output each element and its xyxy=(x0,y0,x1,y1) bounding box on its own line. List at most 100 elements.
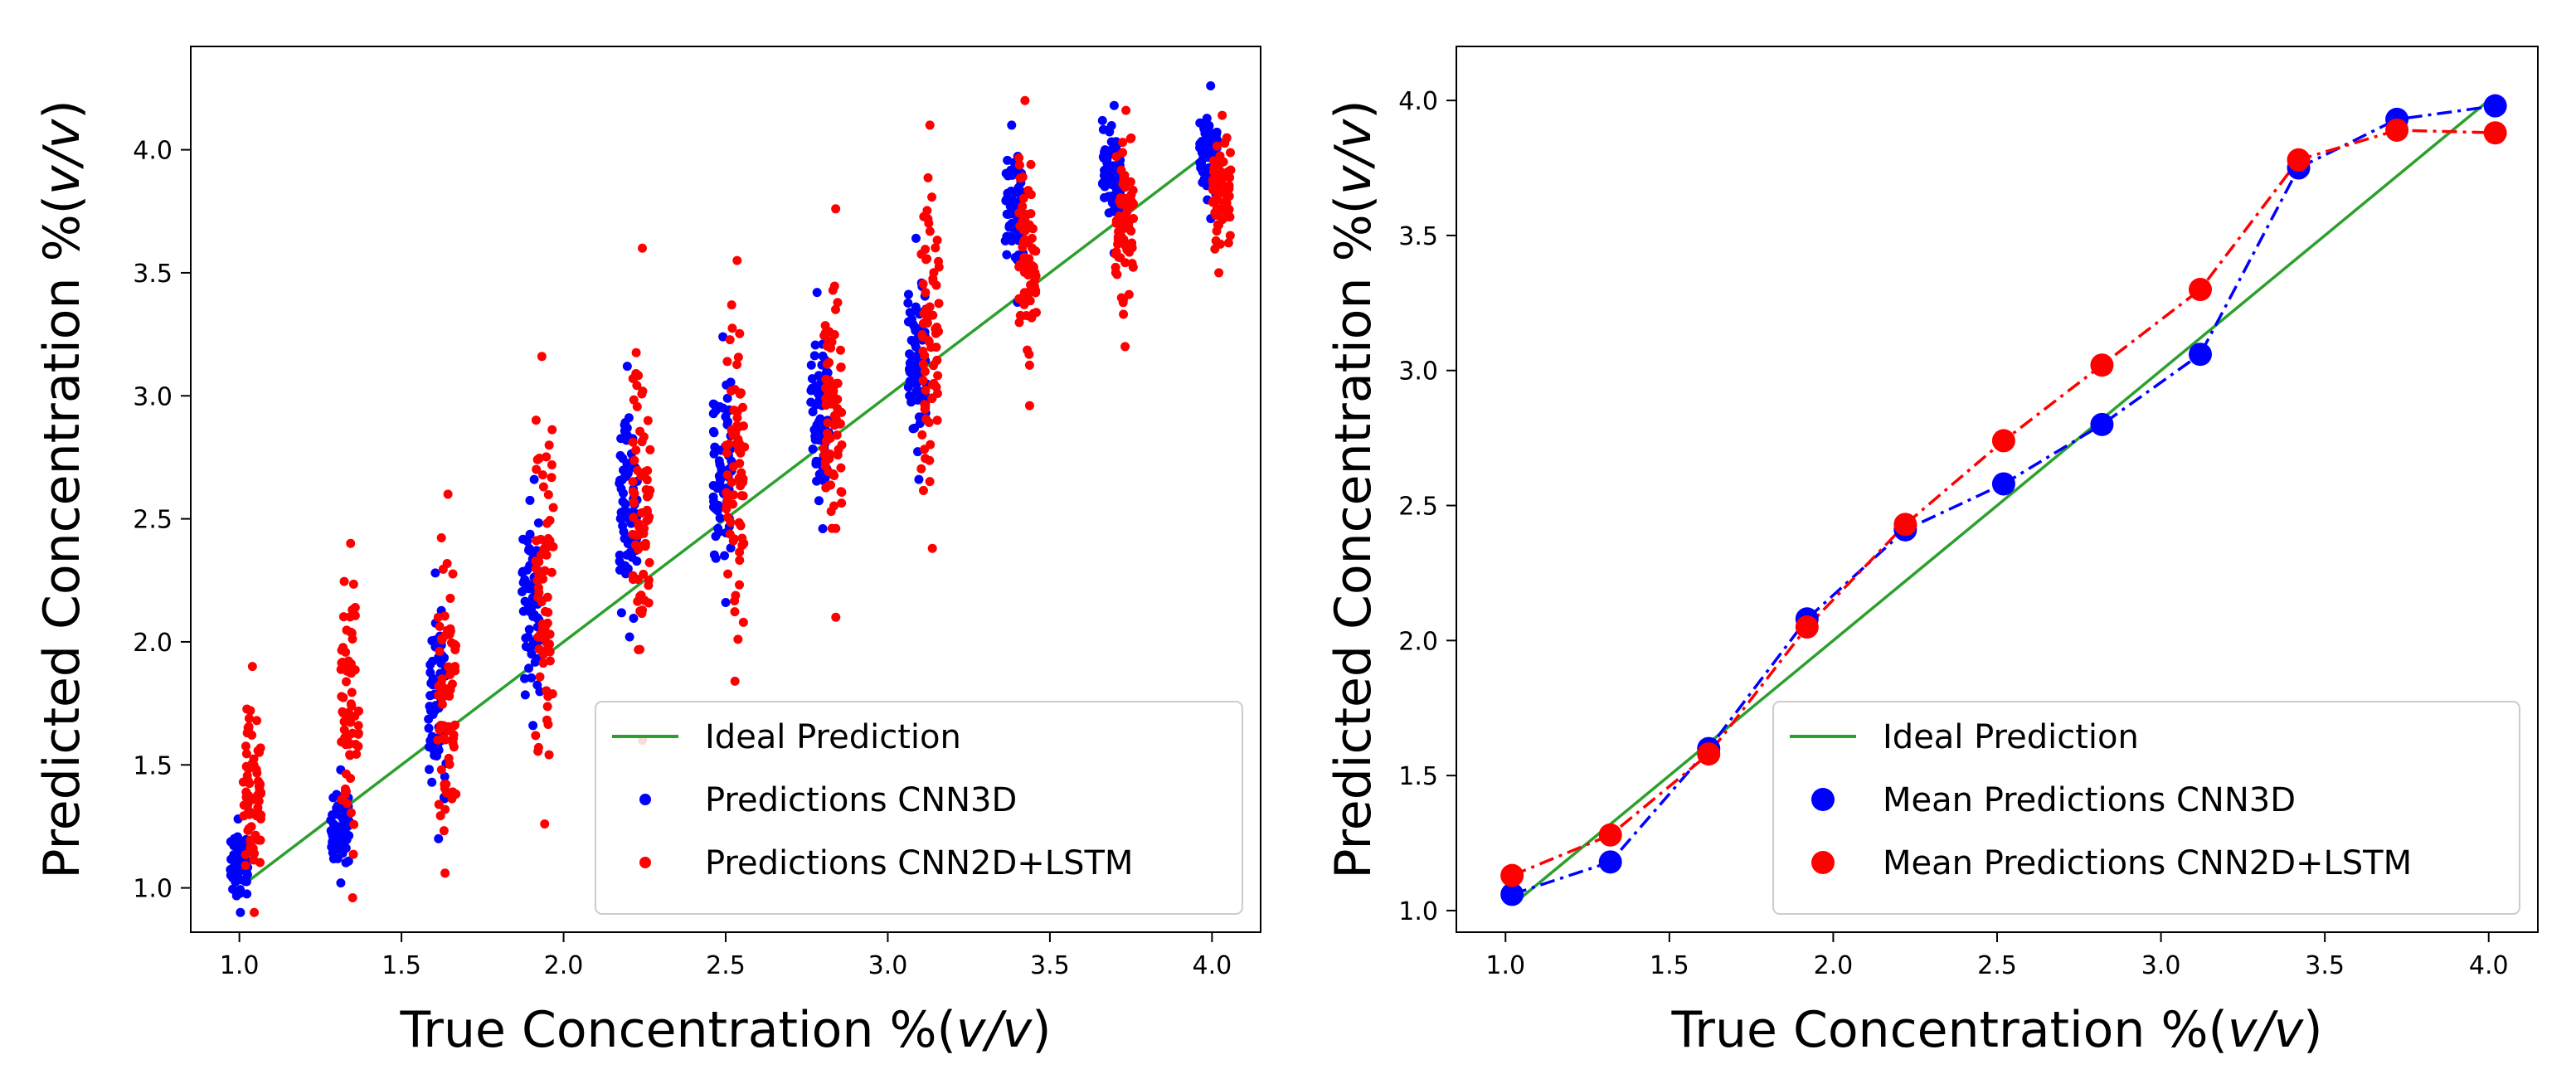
legend-label: Mean Predictions CNN2D+LSTM xyxy=(1883,844,2412,882)
scatter-point xyxy=(810,340,820,350)
mean-point-cnn3d xyxy=(2090,412,2114,436)
scatter-point xyxy=(818,523,828,533)
scatter-point xyxy=(824,454,834,464)
scatter-point xyxy=(1208,178,1218,188)
scatter-point xyxy=(332,843,342,853)
scatter-point xyxy=(348,849,358,859)
scatter-point xyxy=(341,715,351,725)
scatter-point xyxy=(427,777,437,787)
scatter-point xyxy=(341,786,351,796)
scatter-point xyxy=(928,310,938,320)
scatter-point xyxy=(451,789,461,799)
scatter-point xyxy=(443,489,453,499)
scatter-point xyxy=(532,464,542,474)
scatter-point xyxy=(833,450,843,460)
scatter-point xyxy=(730,676,740,686)
scatter-point xyxy=(822,341,832,351)
scatter-point xyxy=(435,621,445,631)
scatter-point xyxy=(1024,401,1034,411)
scatter-point xyxy=(808,445,818,454)
scatter-point xyxy=(1014,318,1024,328)
scatter-point xyxy=(340,733,350,743)
scatter-point xyxy=(708,399,718,409)
scatter-point xyxy=(1005,193,1015,203)
scatter-point xyxy=(1202,130,1212,140)
scatter-point xyxy=(542,452,552,462)
scatter-point xyxy=(241,861,250,871)
x-tick-label: 1.0 xyxy=(220,951,260,980)
scatter-point xyxy=(1211,166,1221,176)
scatter-point xyxy=(1121,202,1131,211)
axes-frame xyxy=(190,46,1261,933)
mean-point-cnn2d-lstm xyxy=(2188,278,2212,302)
scatter-point xyxy=(911,302,921,312)
scatter-point xyxy=(244,722,254,731)
scatter-point xyxy=(934,262,944,272)
scatter-point xyxy=(919,211,929,221)
scatter-point xyxy=(543,720,553,730)
scatter-point xyxy=(518,606,528,616)
mean-point-cnn3d xyxy=(2188,343,2212,367)
scatter-point xyxy=(1028,309,1038,318)
scatter-point xyxy=(921,414,931,424)
scatter-point xyxy=(445,760,454,770)
scatter-point xyxy=(242,704,252,714)
scatter-point xyxy=(1100,176,1110,186)
scatter-point xyxy=(1212,141,1222,151)
scatter-point xyxy=(643,416,653,425)
y-tick-label: 1.0 xyxy=(1398,897,1438,926)
scatter-point xyxy=(923,335,933,345)
scatter-point xyxy=(425,691,435,701)
scatter-point xyxy=(524,624,534,634)
scatter-point xyxy=(721,597,731,607)
series-cnn2d-lstm xyxy=(238,95,1236,917)
scatter-point xyxy=(348,728,357,738)
x-axis-label-part: True Concentration %( xyxy=(399,1001,955,1059)
scatter-point xyxy=(527,599,537,609)
scatter-point xyxy=(728,499,738,509)
scatter-point xyxy=(1028,224,1038,234)
scatter-point xyxy=(733,634,743,644)
scatter-point xyxy=(1108,207,1118,216)
y-tick-label: 1.5 xyxy=(133,751,173,780)
scatter-point xyxy=(637,437,647,447)
scatter-point xyxy=(345,750,355,760)
y-axis-label-part: ) xyxy=(1324,100,1383,119)
x-tick-label: 3.0 xyxy=(868,951,908,980)
scatter-point xyxy=(829,281,839,291)
scatter-point xyxy=(444,662,454,672)
scatter-point xyxy=(540,819,550,829)
scatter-point xyxy=(1223,238,1233,248)
scatter-point xyxy=(732,255,742,265)
scatter-point xyxy=(623,469,633,479)
y-tick-label: 4.0 xyxy=(133,137,173,166)
scatter-point xyxy=(543,489,553,499)
scatter-point xyxy=(256,787,266,797)
scatter-point xyxy=(537,470,547,480)
scatter-point xyxy=(932,416,942,425)
scatter-point xyxy=(722,393,732,403)
scatter-point xyxy=(920,404,930,414)
scatter-point xyxy=(916,464,926,474)
scatter-point xyxy=(837,487,847,497)
scatter-point xyxy=(835,345,845,355)
scatter-point xyxy=(425,706,435,716)
scatter-point xyxy=(348,634,357,644)
scatter-point xyxy=(920,367,930,377)
scatter-point xyxy=(352,749,362,759)
scatter-point xyxy=(633,465,643,475)
scatter-point xyxy=(921,255,931,265)
scatter-point xyxy=(925,477,935,487)
legend-label: Predictions CNN3D xyxy=(705,781,1017,819)
scatter-point xyxy=(548,503,558,513)
x-tick-label: 1.0 xyxy=(1485,951,1525,980)
scatter-point xyxy=(245,779,255,789)
scatter-point xyxy=(918,376,928,386)
legend-marker-swatch xyxy=(639,794,651,805)
scatter-point xyxy=(533,583,543,593)
scatter-point xyxy=(837,498,847,508)
scatter-point xyxy=(1105,150,1115,160)
scatter-point xyxy=(616,608,626,618)
ideal-prediction-line xyxy=(1511,94,2496,906)
y-tick-label: 4.0 xyxy=(1398,87,1438,116)
